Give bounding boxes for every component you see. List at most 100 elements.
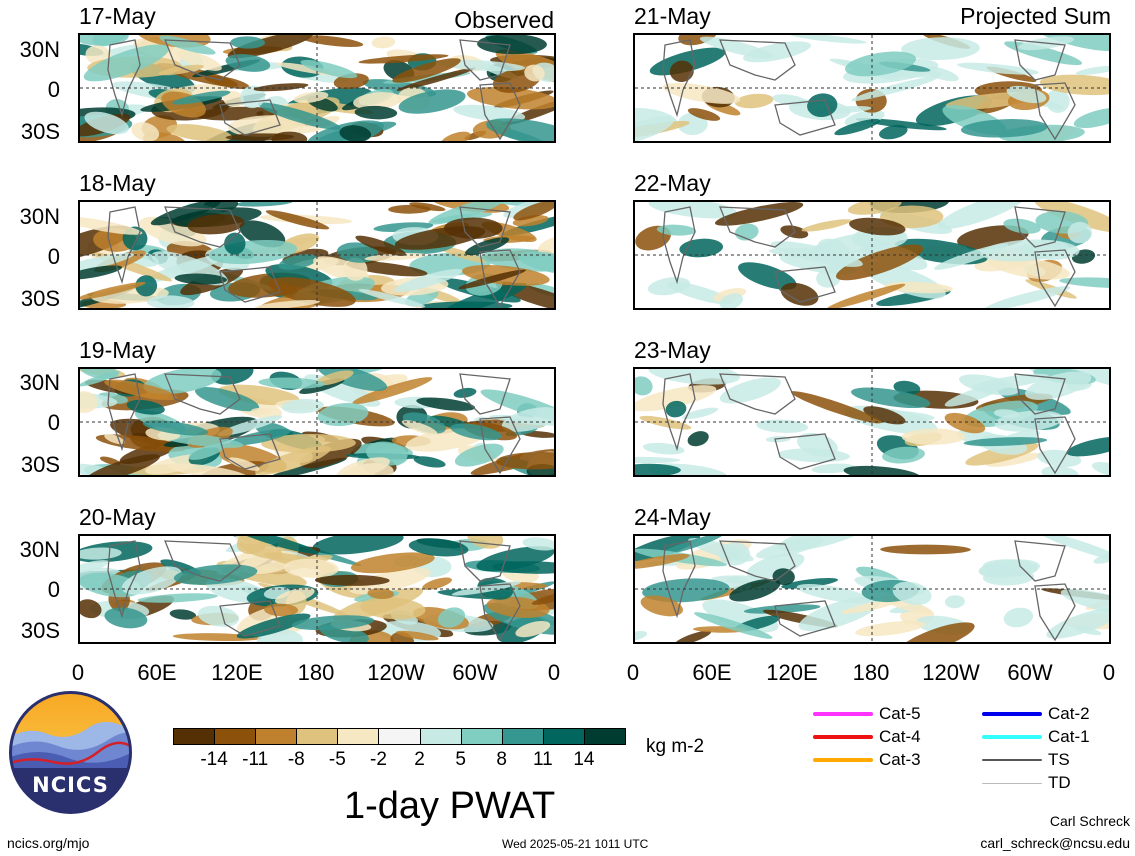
lon-label-60e: 60E: [137, 660, 177, 685]
pwat-anomaly-blob: [146, 295, 195, 308]
colorbar-swatch: [337, 728, 380, 745]
pwat-anomaly-blob: [224, 232, 246, 255]
pwat-anomaly-blob: [648, 202, 738, 219]
pwat-field: [80, 369, 554, 475]
colorbar-tick-label: 8: [496, 749, 507, 770]
coastline: [164, 39, 241, 81]
lon-label-0-end: 0: [1102, 660, 1116, 685]
pwat-anomaly-blob: [80, 265, 123, 280]
pwat-anomaly-blob: [187, 214, 245, 235]
map-panel-observed-4: [78, 534, 556, 644]
date-label-observed-1: 17-May: [79, 3, 156, 29]
pwat-anomaly-blob: [257, 102, 342, 130]
pwat-anomaly-blob: [513, 202, 554, 221]
pwat-anomaly-blob: [719, 293, 744, 308]
coastline: [1014, 373, 1066, 415]
lon-label-120w: 120W: [922, 660, 980, 685]
colorbar-tick-label: -5: [328, 749, 346, 770]
colorbar-tick-label: 5: [455, 749, 466, 770]
pwat-anomaly-blob: [524, 64, 545, 82]
pwat-anomaly-blob: [642, 578, 730, 603]
lat-label-30n: 30N: [19, 37, 60, 62]
pwat-anomaly-blob: [687, 108, 721, 121]
pwat-anomaly-blob: [450, 423, 502, 441]
pwat-anomaly-blob: [80, 599, 102, 619]
legend-cat2: Cat-2: [982, 704, 1090, 724]
pwat-anomaly-blob: [1039, 74, 1109, 96]
pwat-anomaly-blob: [984, 286, 1071, 308]
pwat-anomaly-blob: [80, 560, 110, 574]
lat-label-eq: 0: [47, 410, 60, 435]
pwat-anomaly-blob: [83, 44, 169, 82]
pwat-anomaly-blob: [235, 536, 319, 555]
coastline: [219, 266, 281, 303]
pwat-anomaly-blob: [131, 122, 160, 141]
pwat-anomaly-blob: [467, 86, 554, 110]
pwat-anomaly-blob: [729, 578, 781, 602]
lat-label-eq: 0: [47, 77, 60, 102]
pwat-anomaly-blob: [371, 36, 396, 49]
pwat-anomaly-blob: [85, 454, 160, 475]
date-label-observed-4: 20-May: [79, 504, 156, 530]
legend-cat3: Cat-3: [813, 750, 921, 770]
lat-label-30s: 30S: [20, 119, 60, 144]
map-panel-observed-3: [78, 367, 556, 477]
pwat-field: [635, 369, 1109, 475]
pwat-anomaly-blob: [840, 598, 904, 614]
lon-label-0: 0: [626, 660, 640, 685]
pwat-anomaly-blob: [398, 89, 466, 114]
pwat-anomaly-blob: [177, 50, 222, 71]
footer-url[interactable]: ncics.org/mjo: [7, 835, 90, 851]
pwat-anomaly-blob: [855, 620, 926, 637]
map-panel-projected-2: [633, 200, 1111, 310]
pwat-anomaly-blob: [396, 67, 476, 91]
pwat-anomaly-blob: [756, 419, 809, 433]
pwat-anomaly-blob: [92, 35, 129, 47]
coastline: [662, 39, 696, 118]
colorbar-swatch: [255, 728, 298, 745]
pwat-anomaly-blob: [957, 62, 1039, 75]
map-panel-projected-4: [633, 534, 1111, 644]
pwat-anomaly-blob: [253, 83, 309, 92]
coastline: [1014, 540, 1066, 582]
pwat-anomaly-blob: [1075, 65, 1109, 75]
coastline: [1014, 206, 1066, 248]
coastline: [479, 249, 521, 308]
colorbar-swatch: [296, 728, 339, 745]
coastline: [662, 540, 696, 619]
lon-label-120w: 120W: [367, 660, 425, 685]
colorbar-swatch: [542, 728, 585, 745]
colorbar-tick-label: 11: [532, 749, 553, 770]
colorbar: [173, 728, 626, 745]
pwat-anomaly-blob: [360, 597, 426, 620]
pwat-anomaly-blob: [211, 369, 254, 385]
colorbar-swatch: [378, 728, 421, 745]
pwat-anomaly-blob: [142, 420, 209, 436]
pwat-anomaly-blob: [669, 60, 694, 83]
lon-label-120e: 120E: [211, 660, 263, 685]
pwat-anomaly-blob: [80, 391, 98, 413]
pwat-field: [635, 202, 1109, 308]
footer-email[interactable]: carl_schreck@ncsu.edu: [980, 835, 1130, 851]
date-label-observed-3: 19-May: [79, 337, 156, 363]
pwat-anomaly-blob: [174, 273, 227, 285]
coastline: [479, 82, 521, 141]
pwat-anomaly-blob: [746, 553, 805, 579]
pwat-anomaly-blob: [679, 238, 724, 258]
lon-label-60w: 60W: [452, 660, 498, 685]
pwat-anomaly-blob: [770, 241, 863, 267]
coastline: [459, 206, 511, 248]
lon-label-180: 180: [297, 660, 335, 685]
coastline: [662, 373, 696, 452]
pwat-anomaly-blob: [901, 428, 966, 445]
pwat-anomaly-blob: [317, 402, 369, 427]
pwat-anomaly-blob: [635, 553, 690, 570]
coastline: [459, 39, 511, 81]
legend-td: TD: [982, 773, 1071, 793]
pwat-anomaly-blob: [662, 82, 741, 104]
pwat-anomaly-blob: [254, 300, 320, 308]
colorbar-tick-label: -14: [200, 749, 228, 770]
pwat-anomaly-blob: [278, 253, 318, 270]
pwat-anomaly-blob: [719, 542, 750, 566]
pwat-anomaly-blob: [649, 47, 726, 76]
